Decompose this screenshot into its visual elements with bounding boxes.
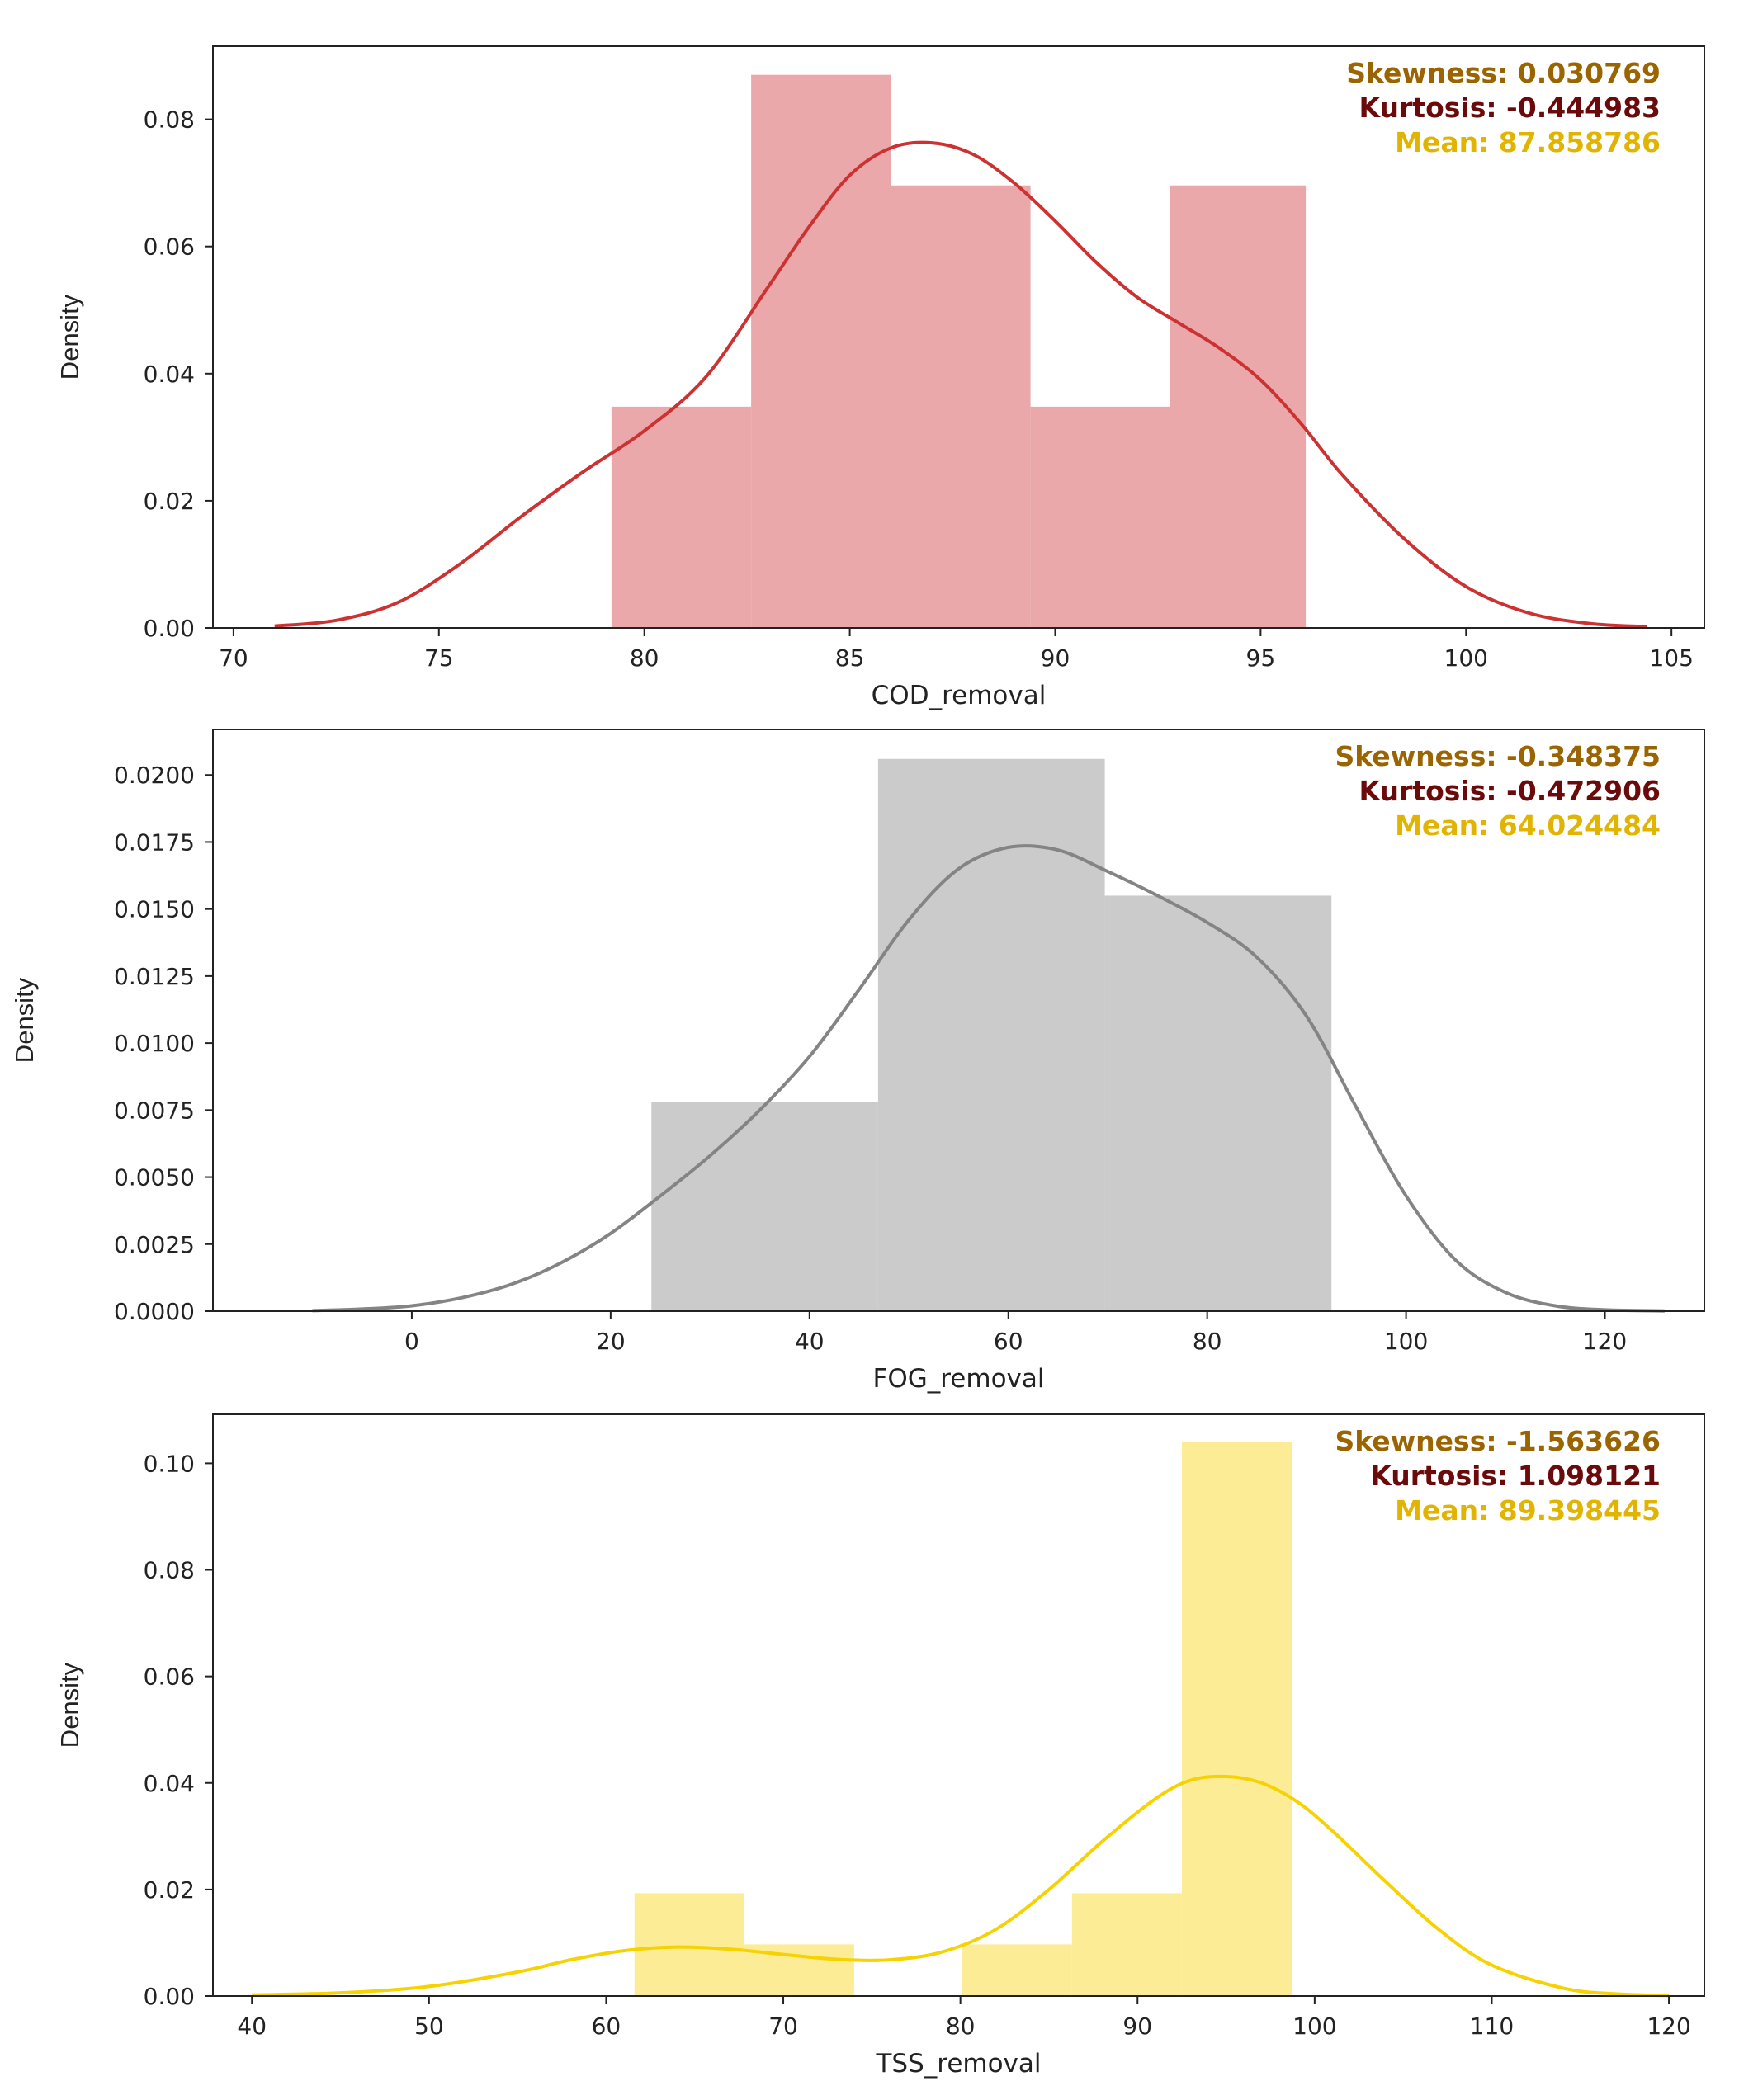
tss-y-ticks: 0.00 0.02 0.04 0.06 0.08 0.10 (144, 1450, 213, 2010)
fog-x-tick-label: 80 (1193, 1328, 1222, 1355)
fog-x-tick-label: 40 (795, 1328, 825, 1355)
cod-bar-3 (1030, 406, 1170, 628)
tss-kurtosis-text: Kurtosis: 1.098121 (1370, 1460, 1661, 1492)
fog-y-axis-title: Density (10, 977, 39, 1063)
fog-y-tick-label: 0.0125 (114, 963, 195, 990)
tss-x-tick-label: 120 (1647, 2013, 1690, 2040)
cod-bar-1 (751, 74, 891, 629)
fog-skewness-text: Skewness: -0.348375 (1335, 740, 1661, 772)
tss-y-tick-label: 0.06 (144, 1663, 195, 1691)
tss-stats-annotation: Skewness: -1.563626 Kurtosis: 1.098121 M… (1335, 1425, 1661, 1527)
cod-x-tick-label: 75 (424, 644, 454, 672)
cod-x-tick-label: 105 (1649, 644, 1693, 672)
cod-panel: 70 75 80 85 90 95 100 105 0.000.020.040.060.08 … (55, 45, 1705, 710)
fog-kde-curve (312, 844, 1665, 1313)
tss-x-tick-label: 90 (1122, 2013, 1152, 2040)
fog-plot-frame (212, 729, 1705, 1312)
cod-x-ticks: 70 75 80 85 90 95 100 105 (219, 628, 1694, 672)
fog-y-tick-label: 0.0000 (114, 1298, 195, 1325)
tss-y-tick-label: 0.00 (144, 1983, 195, 2010)
cod-y-axis-title: Density (55, 294, 84, 380)
cod-kde-curve (274, 140, 1647, 629)
tss-x-tick-label: 60 (592, 2013, 621, 2040)
cod-y-ticks: 0.00 0.02 0.04 0.06 0.08 (144, 106, 213, 642)
fog-bar-0 (651, 1102, 878, 1311)
fog-x-tick-label: 60 (994, 1328, 1023, 1355)
cod-y-tick-label: 0.04 (144, 361, 195, 388)
fog-x-axis-title: FOG_removal (872, 1364, 1044, 1394)
cod-stats-annotation: Skewness: 0.030769 Kurtosis: -0.444983 M… (1346, 57, 1661, 158)
tss-x-tick-label: 110 (1470, 2013, 1514, 2040)
fog-kurtosis-text: Kurtosis: -0.472906 (1359, 775, 1661, 807)
cod-x-tick-label: 80 (630, 644, 659, 672)
cod-skewness-text: Skewness: 0.030769 (1346, 57, 1661, 89)
fog-bar-1 (877, 758, 1105, 1311)
cod-bar-0 (611, 406, 752, 628)
cod-y-tick-label: 0.08 (144, 106, 195, 134)
tss-plot-frame (212, 1413, 1705, 1997)
cod-plot-frame (212, 45, 1705, 629)
tss-skewness-text: Skewness: -1.563626 (1335, 1425, 1661, 1457)
tss-y-tick-label: 0.10 (144, 1450, 195, 1477)
fog-y-tick-label: 0.0150 (114, 896, 195, 923)
cod-kurtosis-text: Kurtosis: -0.444983 (1359, 92, 1661, 124)
fog-y-ticks: 0.0000 0.0025 0.0050 0.0075 0.0100 0.0125 0.01… (114, 762, 213, 1325)
tss-bar-3 (962, 1944, 1072, 1996)
tss-x-axis-title: TSS_removal (875, 2049, 1041, 2079)
tss-x-tick-label: 100 (1292, 2013, 1336, 2040)
fog-bar-2 (1104, 895, 1332, 1311)
tss-x-tick-label: 50 (414, 2013, 444, 2040)
tss-y-tick-label: 0.04 (144, 1770, 195, 1797)
fog-y-tick-label: 0.0175 (114, 828, 195, 856)
fog-x-tick-label: 120 (1583, 1328, 1627, 1355)
cod-histogram-bars (611, 74, 1307, 629)
cod-x-tick-label: 90 (1041, 644, 1070, 672)
tss-y-axis-title: Density (55, 1662, 84, 1748)
fog-x-ticks: 0 20 40 60 80 100 120 (404, 1311, 1627, 1355)
tss-x-tick-label: 80 (946, 2013, 976, 2040)
tss-bar-4 (1071, 1893, 1182, 1996)
fog-x-tick-label: 100 (1384, 1328, 1428, 1355)
fog-histogram-bars (651, 758, 1332, 1311)
fog-stats-annotation: Skewness: -0.348375 Kurtosis: -0.472906 … (1335, 740, 1661, 842)
fog-y-tick-label: 0.0050 (114, 1164, 195, 1192)
fog-mean-text: Mean: 64.024484 (1395, 809, 1661, 842)
cod-y-tick-label: 0.06 (144, 234, 195, 261)
cod-y-tick-label: 0.02 (144, 488, 195, 515)
fog-y-tick-label: 0.0075 (114, 1097, 195, 1124)
tss-mean-text: Mean: 89.398445 (1395, 1494, 1661, 1527)
tss-y-tick-label: 0.08 (144, 1557, 195, 1584)
cod-x-axis-title: COD_removal (872, 681, 1047, 710)
tss-bar-0 (634, 1893, 744, 1996)
tss-panel: 40 50 60 70 80 90 100 110 120 0.000.020.040.060.… (55, 1413, 1705, 2079)
cod-bar-4 (1170, 185, 1307, 629)
cod-x-tick-label: 85 (835, 644, 865, 672)
fog-y-tick-label: 0.0200 (114, 762, 195, 789)
fog-x-tick-label: 0 (404, 1328, 419, 1355)
cod-x-tick-label: 70 (219, 644, 248, 672)
fog-y-tick-label: 0.0025 (114, 1231, 195, 1258)
cod-bar-2 (891, 185, 1031, 629)
cod-y-tick-label: 0.00 (144, 615, 195, 642)
tss-kde-curve (252, 1774, 1670, 1998)
tss-x-tick-label: 40 (237, 2013, 267, 2040)
fog-x-tick-label: 20 (596, 1328, 626, 1355)
cod-x-tick-label: 100 (1444, 644, 1488, 672)
tss-x-ticks: 40 50 60 70 80 90 100 110 120 (237, 1996, 1691, 2040)
tss-histogram-bars (634, 1442, 1292, 1996)
tss-y-tick-label: 0.02 (144, 1876, 195, 1904)
fog-y-tick-label: 0.0100 (114, 1030, 195, 1057)
fog-panel: 0 20 40 60 80 100 120 0.0000 0.0025 0.0050 0.0075… (10, 729, 1705, 1394)
cod-mean-text: Mean: 87.858786 (1395, 126, 1661, 158)
tss-bar-5 (1181, 1442, 1292, 1996)
cod-x-tick-label: 95 (1246, 644, 1276, 672)
tss-x-tick-label: 70 (768, 2013, 798, 2040)
